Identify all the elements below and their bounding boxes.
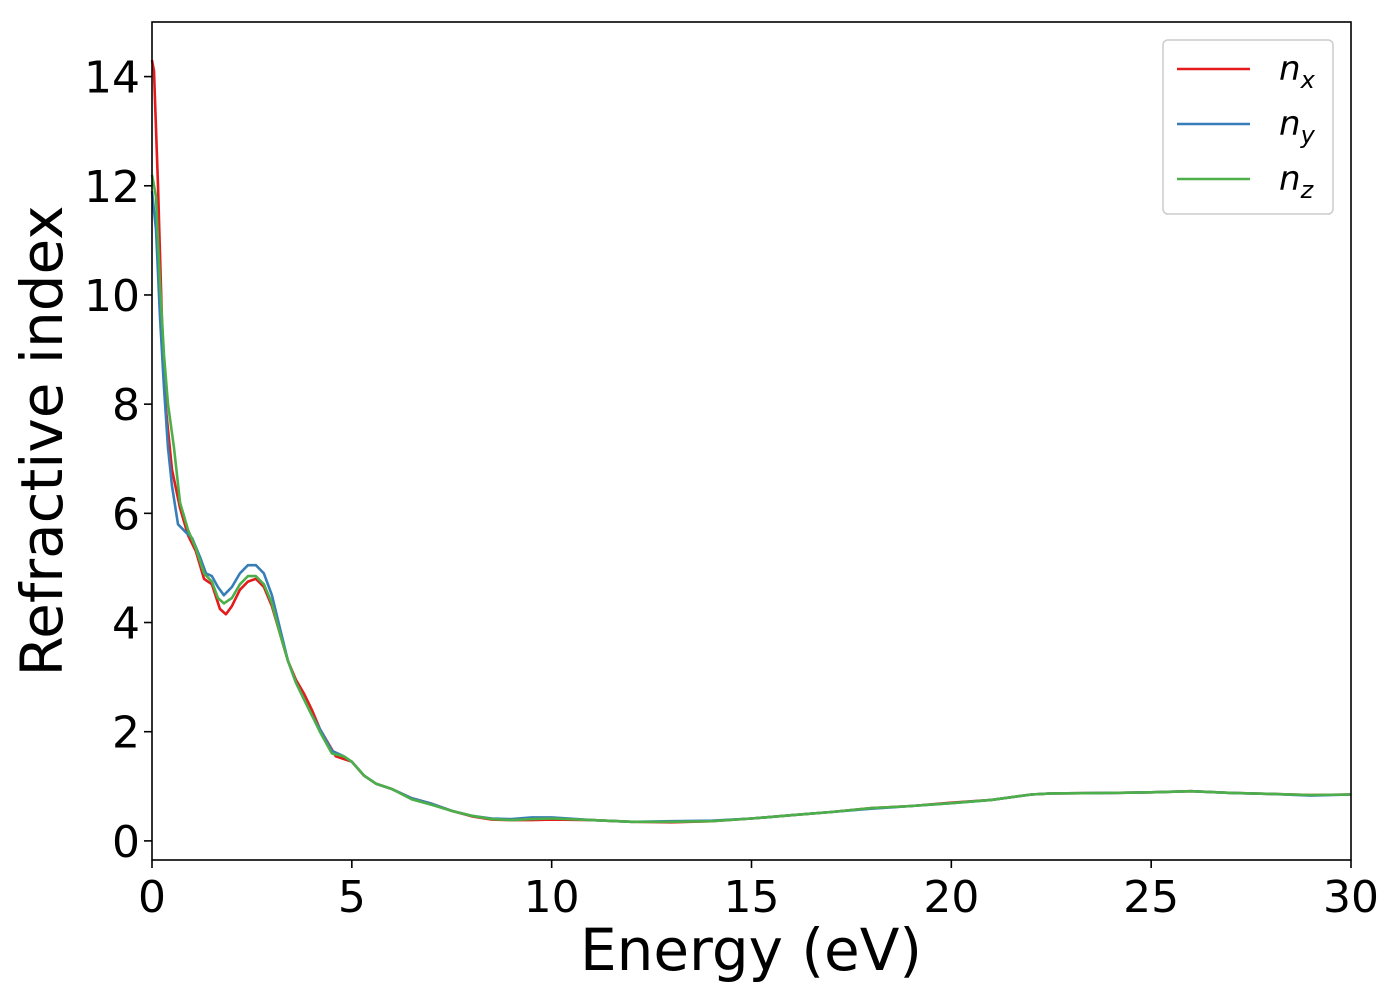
x-axis-ticks: 0 5 10 15 20 25 30 [138,860,1379,923]
y-tick-label: 4 [112,599,140,650]
legend-subscript: y [1300,121,1316,149]
y-tick-label: 10 [84,271,140,322]
y-tick-label: 8 [112,380,140,431]
legend-box [1162,39,1334,215]
x-tick-label: 20 [923,872,979,923]
x-tick-label: 25 [1123,872,1179,923]
y-tick-label: 0 [112,817,140,868]
x-axis-title: Energy (eV) [580,916,922,984]
y-tick-label: 14 [84,53,140,104]
x-tick-label: 30 [1323,872,1379,923]
legend-subscript: z [1300,176,1315,204]
x-tick-label: 5 [338,872,366,923]
y-tick-label: 12 [84,162,140,213]
x-tick-label: 0 [138,872,166,923]
y-tick-label: 6 [112,489,140,540]
x-tick-label: 10 [524,872,580,923]
plot-background [152,22,1351,860]
y-axis-title: Refractive index [8,205,76,676]
series-layer [150,59,1352,824]
x-tick-label: 15 [724,872,780,923]
y-tick-label: 2 [112,708,140,759]
series-line-nz [150,174,1352,824]
y-axis-ticks: 0 2 4 6 8 10 12 14 [84,53,152,868]
legend-subscript: x [1300,66,1316,94]
